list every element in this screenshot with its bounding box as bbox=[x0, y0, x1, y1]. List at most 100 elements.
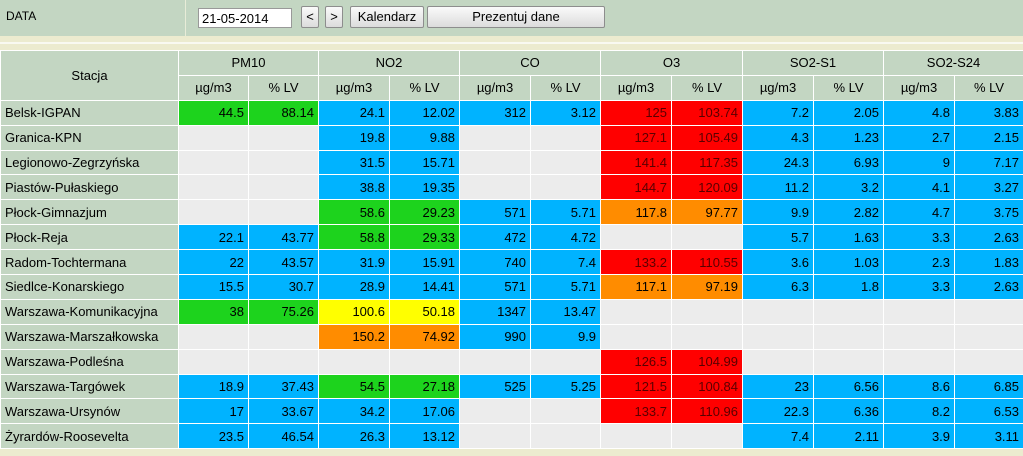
concentration-cell: 8.2 bbox=[883, 398, 956, 425]
concentration-cell: 38 bbox=[178, 298, 249, 325]
table-row: Warszawa-Targówek 18.9 37.43 54.5 27.18 525 5.… bbox=[0, 373, 1023, 400]
percent-lv-cell: 33.67 bbox=[248, 398, 319, 425]
station-name-cell: Granica-KPN bbox=[0, 124, 179, 151]
concentration-cell bbox=[459, 124, 532, 151]
group-header-pm10: PM10 bbox=[178, 50, 319, 76]
percent-lv-cell: 103.74 bbox=[671, 99, 744, 126]
concentration-cell: 24.1 bbox=[318, 99, 390, 126]
percent-lv-cell: 30.7 bbox=[248, 274, 319, 300]
percent-lv-cell: 117.35 bbox=[671, 149, 744, 176]
concentration-cell: 571 bbox=[459, 274, 532, 300]
percent-lv-cell: 13.12 bbox=[388, 423, 461, 450]
percent-lv-cell: 6.85 bbox=[954, 373, 1023, 400]
concentration-cell: 7.4 bbox=[742, 423, 815, 450]
table-row: Radom-Tochtermana 22 43.57 31.9 15.91 740 7.4 1… bbox=[0, 249, 1023, 276]
percent-lv-cell: 3.83 bbox=[954, 99, 1023, 126]
concentration-cell: 26.3 bbox=[318, 423, 390, 450]
concentration-cell bbox=[883, 298, 956, 325]
percent-lv-cell: 15.91 bbox=[388, 249, 461, 276]
concentration-cell: 121.5 bbox=[600, 373, 673, 400]
percent-lv-cell: 3.11 bbox=[954, 423, 1023, 450]
concentration-cell: 4.3 bbox=[742, 124, 815, 151]
percent-lv-cell bbox=[530, 348, 602, 375]
concentration-cell bbox=[883, 323, 956, 350]
percent-lv-cell: 5.25 bbox=[530, 373, 602, 400]
percent-lv-cell bbox=[248, 124, 319, 151]
concentration-cell: 44.5 bbox=[178, 99, 249, 126]
group-header-so2-s24: SO2-S24 bbox=[883, 50, 1023, 76]
concentration-cell: 4.1 bbox=[883, 174, 956, 201]
percent-lv-cell: 9.88 bbox=[388, 124, 461, 151]
percent-lv-cell: 110.96 bbox=[671, 398, 744, 425]
percent-lv-cell bbox=[813, 348, 885, 375]
percent-lv-cell: 88.14 bbox=[248, 99, 319, 126]
concentration-cell: 133.2 bbox=[600, 249, 673, 276]
percent-lv-cell: 1.83 bbox=[954, 249, 1023, 276]
table-row: Warszawa-Komunikacyjna 38 75.26 100.6 50.18 1… bbox=[0, 298, 1023, 325]
date-input[interactable] bbox=[198, 8, 292, 28]
concentration-cell: 2.7 bbox=[883, 124, 956, 151]
percent-lv-cell: 6.36 bbox=[813, 398, 885, 425]
percent-lv-cell bbox=[954, 298, 1023, 325]
station-name-cell: Płock-Gimnazjum bbox=[0, 199, 179, 226]
percent-lv-cell: 1.23 bbox=[813, 124, 885, 151]
unit-header-concentration: µg/m3 bbox=[883, 74, 956, 101]
date-label: DATA bbox=[6, 9, 37, 23]
unit-header-concentration: µg/m3 bbox=[742, 74, 815, 101]
next-day-button[interactable]: > bbox=[325, 6, 343, 28]
unit-header-concentration: µg/m3 bbox=[600, 74, 673, 101]
calendar-button[interactable]: Kalendarz bbox=[350, 6, 424, 28]
concentration-cell bbox=[459, 149, 532, 176]
percent-lv-cell: 2.15 bbox=[954, 124, 1023, 151]
concentration-cell bbox=[178, 174, 249, 201]
divider-line bbox=[0, 42, 1023, 44]
percent-lv-cell: 3.75 bbox=[954, 199, 1023, 226]
concentration-cell: 150.2 bbox=[318, 323, 390, 350]
concentration-cell: 127.1 bbox=[600, 124, 673, 151]
percent-lv-cell: 97.77 bbox=[671, 199, 744, 226]
concentration-cell bbox=[178, 149, 249, 176]
concentration-cell: 144.7 bbox=[600, 174, 673, 201]
concentration-cell: 3.3 bbox=[883, 274, 956, 300]
percent-lv-cell: 46.54 bbox=[248, 423, 319, 450]
concentration-cell: 117.1 bbox=[600, 274, 673, 300]
percent-lv-cell bbox=[671, 423, 744, 450]
percent-lv-cell: 17.06 bbox=[388, 398, 461, 425]
table-row: Siedlce-Konarskiego 15.5 30.7 28.9 14.41 571 5… bbox=[0, 274, 1023, 300]
percent-lv-cell: 6.53 bbox=[954, 398, 1023, 425]
percent-lv-cell: 19.35 bbox=[388, 174, 461, 201]
concentration-cell: 125 bbox=[600, 99, 673, 126]
percent-lv-cell: 29.33 bbox=[388, 224, 461, 251]
percent-lv-cell: 12.02 bbox=[388, 99, 461, 126]
percent-lv-cell: 97.19 bbox=[671, 274, 744, 300]
group-header-o3: O3 bbox=[600, 50, 744, 76]
concentration-cell: 9.9 bbox=[742, 199, 815, 226]
present-data-button[interactable]: Prezentuj dane bbox=[427, 6, 605, 28]
concentration-cell: 24.3 bbox=[742, 149, 815, 176]
percent-lv-cell: 74.92 bbox=[388, 323, 461, 350]
measurements-table: Stacja PM10 NO2 CO O3 SO2-S1 SO2-S24 µg/… bbox=[0, 50, 1023, 450]
table-row: Płock-Reja 22.1 43.77 58.8 29.33 472 4.72 5.7 1.… bbox=[0, 224, 1023, 251]
concentration-cell bbox=[459, 398, 532, 425]
previous-day-button[interactable]: < bbox=[301, 6, 319, 28]
percent-lv-cell: 43.77 bbox=[248, 224, 319, 251]
concentration-cell: 15.5 bbox=[178, 274, 249, 300]
concentration-cell bbox=[178, 323, 249, 350]
unit-header-percent-lv: % LV bbox=[388, 74, 461, 101]
table-body: Belsk-IGPAN 44.5 88.14 24.1 12.02 312 3.12 125 1… bbox=[0, 99, 1023, 450]
table-row: Warszawa-Ursynów 17 33.67 34.2 17.06 133.7 110… bbox=[0, 398, 1023, 425]
unit-header-percent-lv: % LV bbox=[248, 74, 319, 101]
concentration-cell: 126.5 bbox=[600, 348, 673, 375]
percent-lv-cell: 2.63 bbox=[954, 224, 1023, 251]
percent-lv-cell bbox=[248, 199, 319, 226]
percent-lv-cell: 105.49 bbox=[671, 124, 744, 151]
table-row: Płock-Gimnazjum 58.6 29.23 571 5.71 117.8 97.7… bbox=[0, 199, 1023, 226]
concentration-cell bbox=[742, 348, 815, 375]
unit-header-percent-lv: % LV bbox=[813, 74, 885, 101]
concentration-cell: 22.3 bbox=[742, 398, 815, 425]
percent-lv-cell: 3.2 bbox=[813, 174, 885, 201]
percent-lv-cell bbox=[248, 174, 319, 201]
concentration-cell: 990 bbox=[459, 323, 532, 350]
concentration-cell: 525 bbox=[459, 373, 532, 400]
station-name-cell: Warszawa-Podleśna bbox=[0, 348, 179, 375]
